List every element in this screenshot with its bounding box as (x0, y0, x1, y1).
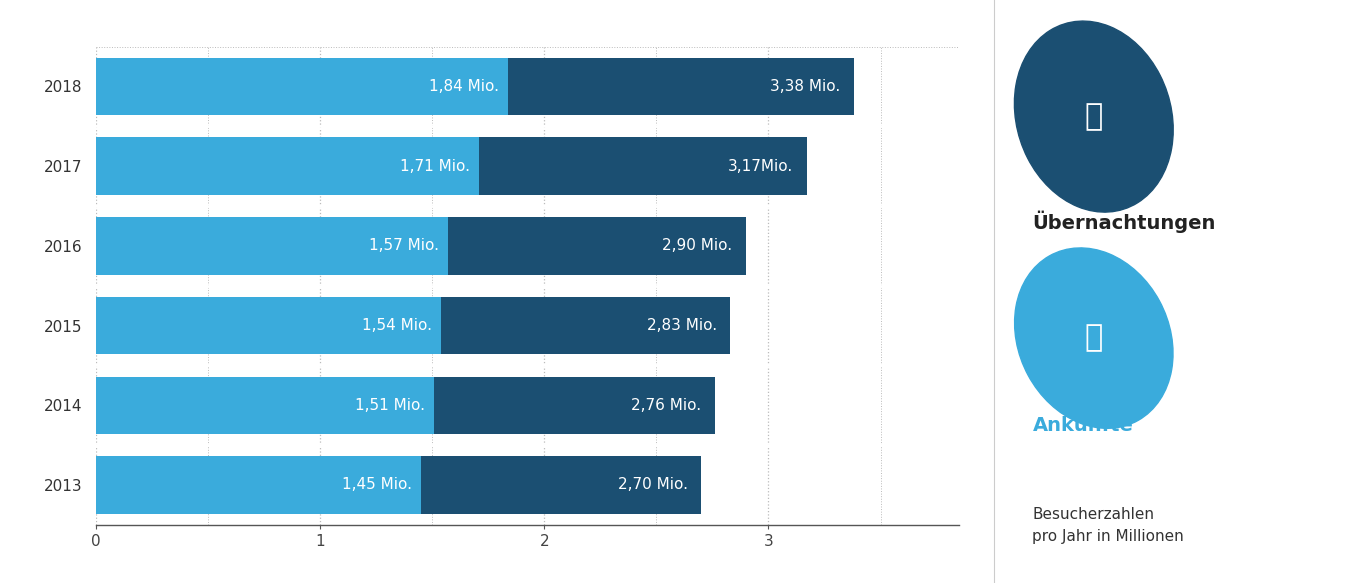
Text: 1,54 Mio.: 1,54 Mio. (362, 318, 432, 333)
Text: Besucherzahlen
pro Jahr in Millionen: Besucherzahlen pro Jahr in Millionen (1033, 507, 1184, 545)
Bar (508, 58, 854, 115)
Ellipse shape (1015, 248, 1173, 429)
Text: 2,76 Mio.: 2,76 Mio. (632, 398, 701, 413)
Text: 🧳: 🧳 (1085, 102, 1103, 131)
Text: 2,83 Mio.: 2,83 Mio. (647, 318, 717, 333)
Bar (96, 456, 421, 514)
Ellipse shape (1014, 21, 1173, 212)
Text: 3,38 Mio.: 3,38 Mio. (770, 79, 840, 94)
Bar (434, 377, 715, 434)
Text: 1,51 Mio.: 1,51 Mio. (355, 398, 426, 413)
Bar (96, 58, 508, 115)
Text: Ankünfte: Ankünfte (1033, 416, 1133, 435)
Bar (96, 138, 480, 195)
Bar (96, 297, 441, 354)
Bar (96, 377, 434, 434)
Text: 🎒: 🎒 (1085, 324, 1103, 353)
Text: 1,57 Mio.: 1,57 Mio. (369, 238, 438, 254)
Text: 1,45 Mio.: 1,45 Mio. (342, 477, 412, 493)
Text: 1,84 Mio.: 1,84 Mio. (429, 79, 500, 94)
Text: 3,17Mio.: 3,17Mio. (727, 159, 793, 174)
Bar (448, 217, 747, 275)
Text: 2,70 Mio.: 2,70 Mio. (618, 477, 688, 493)
Bar (421, 456, 701, 514)
Bar (479, 138, 807, 195)
Bar (441, 297, 730, 354)
Text: 2,90 Mio.: 2,90 Mio. (663, 238, 733, 254)
Text: Übernachtungen: Übernachtungen (1033, 210, 1215, 233)
Text: 1,71 Mio.: 1,71 Mio. (400, 159, 470, 174)
Bar (96, 217, 448, 275)
